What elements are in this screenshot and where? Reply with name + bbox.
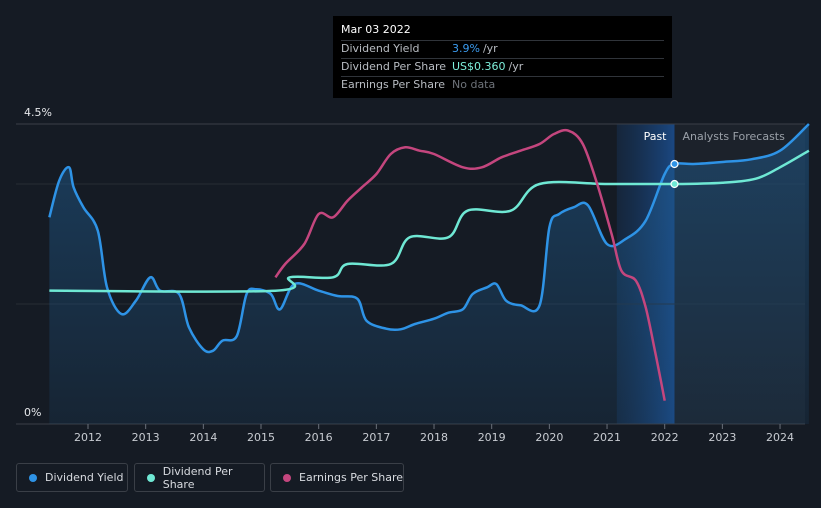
tooltip-label: Dividend Yield <box>341 42 420 55</box>
dividend-yield-area <box>49 124 809 424</box>
legend-item-dividend-yield[interactable]: Dividend Yield <box>16 463 128 492</box>
x-tick-label: 2016 <box>305 431 333 444</box>
x-tick-label: 2012 <box>74 431 102 444</box>
legend-dot-icon <box>29 473 37 482</box>
x-tick-label: 2022 <box>651 431 679 444</box>
x-tick-label: 2019 <box>478 431 506 444</box>
tooltip-unit: /yr <box>482 42 498 55</box>
y-tick-bottom: 0% <box>24 406 41 419</box>
tooltip-row-yield: Dividend Yield 3.9% /yr <box>341 41 664 59</box>
series-line-dividend-yield <box>48 123 810 354</box>
legend-dot-icon <box>147 473 155 482</box>
tooltip-date: Mar 03 2022 <box>341 22 664 41</box>
x-tick-label: 2015 <box>247 431 275 444</box>
tooltip-row-dps: Dividend Per Share US$0.360 /yr <box>341 59 664 77</box>
x-tick-label: 2021 <box>593 431 621 444</box>
tooltip-value: No data <box>452 78 496 91</box>
x-tick-label: 2020 <box>535 431 563 444</box>
tooltip: Mar 03 2022 Dividend Yield 3.9% /yr Divi… <box>333 16 672 98</box>
x-tick-label: 2014 <box>189 431 217 444</box>
past-label: Past <box>644 130 668 143</box>
hover-marker <box>670 179 679 189</box>
x-tick-label: 2024 <box>766 431 794 444</box>
series-line-dividend-per-share <box>49 149 810 293</box>
x-tick-label: 2013 <box>132 431 160 444</box>
series-line-earnings-per-share <box>274 128 666 401</box>
x-tick-label: 2017 <box>362 431 390 444</box>
hover-marker <box>670 159 679 169</box>
x-tick-label: 2018 <box>420 431 448 444</box>
tooltip-value: US$0.360 <box>452 60 506 73</box>
tooltip-unit: /yr <box>508 60 524 73</box>
legend-label: Earnings Per Share <box>299 471 404 484</box>
tooltip-value: 3.9% <box>452 42 480 55</box>
legend-item-dividend-per-share[interactable]: Dividend Per Share <box>134 463 265 492</box>
y-tick-top: 4.5% <box>24 106 52 119</box>
legend-label: Dividend Yield <box>45 471 124 484</box>
legend-dot-icon <box>283 473 291 482</box>
tooltip-row-eps: Earnings Per Share No data <box>341 77 664 94</box>
tooltip-label: Dividend Per Share <box>341 60 447 73</box>
legend-label: Dividend Per Share <box>162 464 233 491</box>
legend-item-earnings-per-share[interactable]: Earnings Per Share <box>270 463 404 492</box>
tooltip-label: Earnings Per Share <box>341 78 446 91</box>
forecast-label: Analysts Forecasts <box>683 130 786 143</box>
x-tick-label: 2023 <box>708 431 736 444</box>
